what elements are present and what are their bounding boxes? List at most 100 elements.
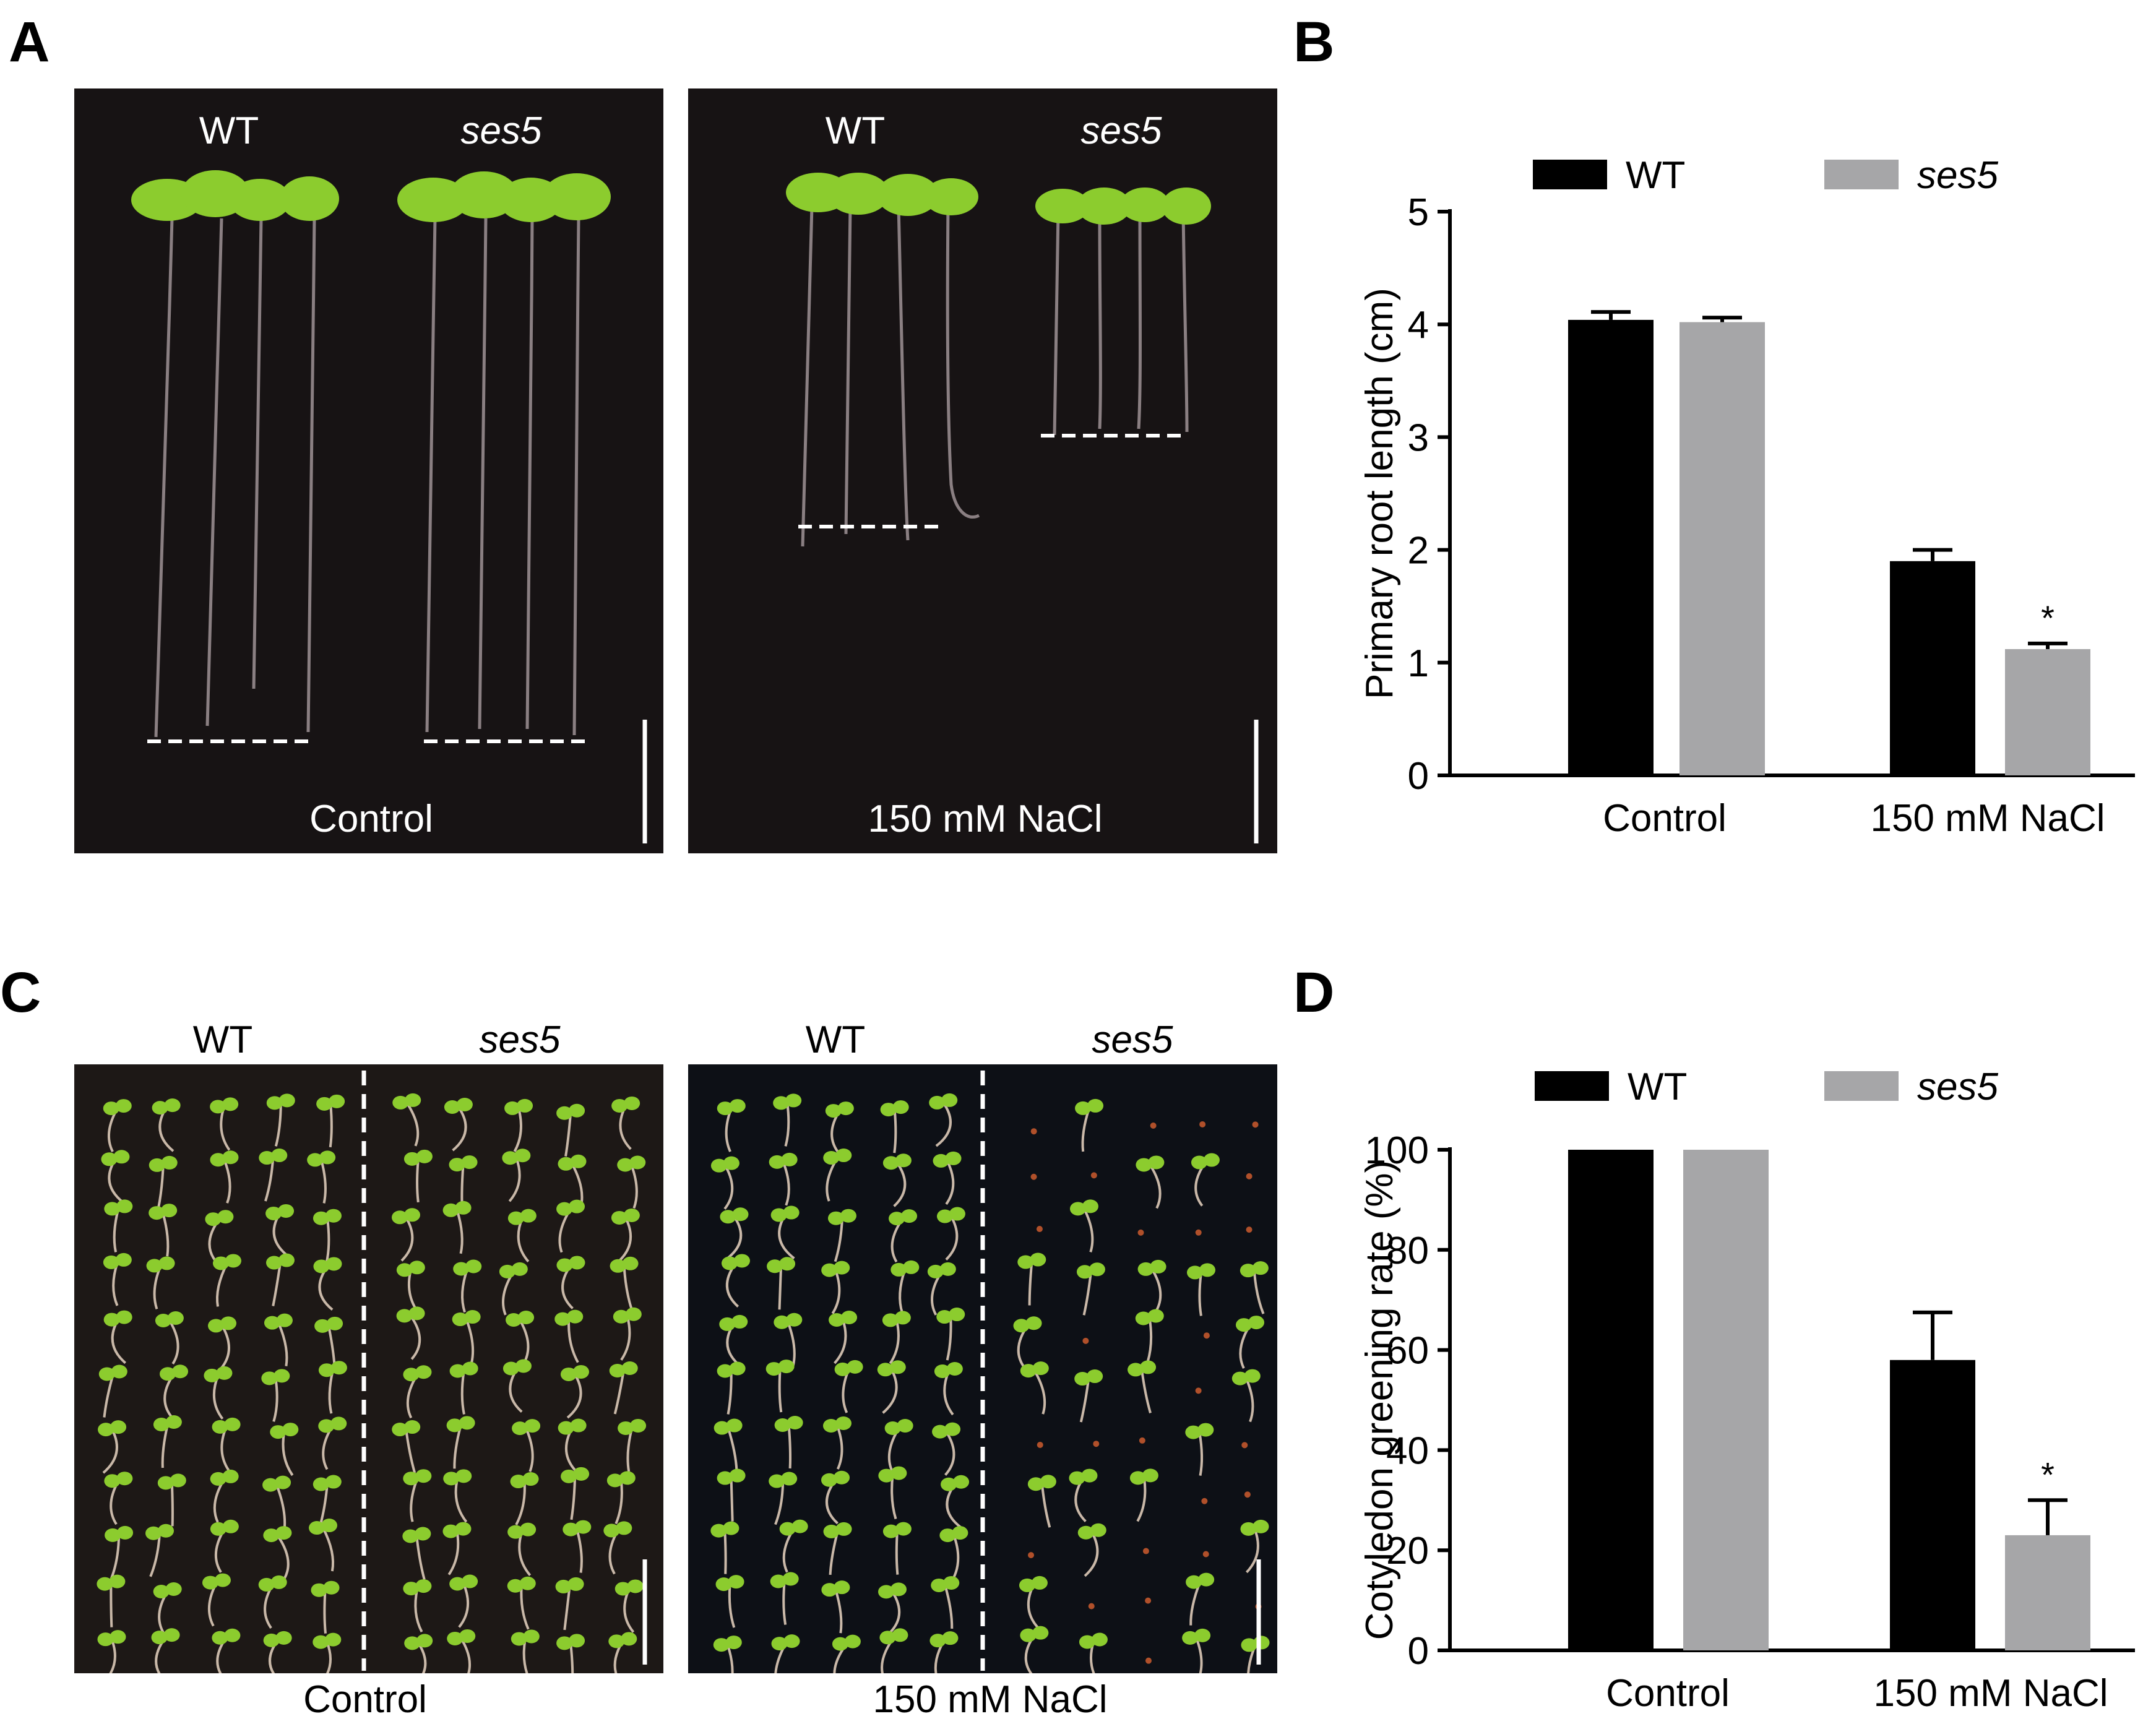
- seedling-cotyledon: [770, 1574, 787, 1588]
- seedling-cotyledon: [415, 1469, 432, 1483]
- seedling-cotyledon: [157, 1476, 174, 1490]
- seedling-cotyledon: [1069, 1202, 1086, 1216]
- seedling-cotyledon: [560, 1367, 577, 1381]
- seedling-cotyledon: [837, 1101, 854, 1116]
- seedling-root: [935, 1101, 952, 1147]
- seedling-cotyledon: [263, 1528, 280, 1543]
- seedling-cotyledon: [404, 1420, 421, 1434]
- seedling-cotyledon: [786, 1312, 803, 1327]
- seedling-cotyledon: [933, 1153, 949, 1168]
- significance-annotation: *: [2041, 598, 2055, 637]
- seedling-root: [109, 1639, 116, 1673]
- seedling-cotyledon: [204, 1368, 220, 1382]
- bar: [1680, 322, 1765, 775]
- seedling-cotyledon: [570, 1154, 587, 1168]
- seedling-root: [626, 1428, 634, 1472]
- seedling-root: [566, 1373, 582, 1419]
- seedling-cotyledon: [783, 1634, 800, 1649]
- seedling-root: [834, 1589, 843, 1634]
- seed-dot: [1199, 1121, 1206, 1127]
- seed-dot: [1082, 1337, 1089, 1344]
- seedling-cotyledon: [116, 1199, 133, 1213]
- seedling-cotyledon: [222, 1150, 239, 1165]
- seedling-cotyledon: [163, 1628, 180, 1642]
- seed-dot: [1246, 1173, 1253, 1179]
- genotype-label-wt: WT: [805, 1019, 866, 1061]
- seedling-root: [834, 1319, 847, 1364]
- seedling-root: [1028, 1262, 1033, 1306]
- seedling-cotyledon: [1075, 1101, 1092, 1115]
- seedling-cotyledon: [507, 1525, 524, 1539]
- y-tick-label: 3: [1408, 416, 1429, 459]
- seedling-root: [778, 1368, 783, 1413]
- y-tick-label: 5: [1408, 191, 1429, 234]
- seedling-cotyledon: [104, 1474, 121, 1488]
- seedling-root: [893, 1109, 897, 1153]
- y-axis-label: Cotyledon greening rate (%): [1358, 1160, 1401, 1640]
- seedling-cotyledon: [572, 1364, 589, 1379]
- seedling-cotyledon: [1032, 1361, 1049, 1376]
- seedling-root: [518, 1532, 532, 1576]
- seedling-root: [102, 1429, 118, 1474]
- seedling-root: [409, 1315, 421, 1360]
- seedling-root: [452, 1106, 467, 1152]
- seedling-cotyledon: [405, 1093, 421, 1107]
- seedling-cotyledon: [892, 1100, 909, 1114]
- seedling-cotyledon: [726, 1418, 743, 1433]
- seedling-root: [460, 1371, 465, 1415]
- seed-dot: [1145, 1657, 1152, 1664]
- seedling-cotyledon: [781, 1152, 798, 1166]
- seedling-cotyledon: [1087, 1098, 1104, 1113]
- legend-label: ses5: [1917, 154, 1998, 197]
- seedling-cotyledon: [1197, 1423, 1214, 1437]
- seedling-cotyledon: [507, 1211, 524, 1225]
- seedling-cotyledon: [1240, 1522, 1257, 1536]
- seedling-root: [1244, 1377, 1254, 1423]
- seedling-cotyledon: [725, 1636, 742, 1650]
- seedling-cotyledon: [936, 1209, 953, 1223]
- bar: [2005, 649, 2090, 775]
- seedling-cotyledon: [1087, 1369, 1103, 1384]
- seedling-cotyledon: [943, 1575, 960, 1590]
- seedling-cotyledon: [1241, 1638, 1257, 1652]
- seedling-cotyledon: [931, 1578, 947, 1592]
- photo-a-nacl: WT ses5 150 mM NaCl: [688, 88, 1277, 853]
- seedling-cotyledon: [715, 1577, 732, 1592]
- legend-swatch: [1533, 160, 1607, 189]
- seedling-cotyledon: [569, 1199, 585, 1213]
- seedling-cotyledon: [778, 1360, 795, 1374]
- seedling-root: [405, 1101, 420, 1147]
- seedling-cotyledon: [1150, 1259, 1166, 1274]
- seedling-cotyledon: [160, 1367, 176, 1381]
- seed-dot: [1142, 1548, 1149, 1554]
- seedling-cotyledon: [502, 1361, 519, 1376]
- seedling-root: [274, 1103, 282, 1147]
- y-axis-label: Primary root length (cm): [1358, 288, 1401, 699]
- seedling-root: [1033, 1370, 1046, 1415]
- seedling-root: [782, 1581, 787, 1625]
- seedling-cotyledon: [1137, 1262, 1154, 1276]
- seedling-cotyledon: [465, 1259, 482, 1274]
- seedling-cotyledon: [1090, 1523, 1106, 1537]
- seedling-cotyledon: [717, 1364, 733, 1378]
- seedling-root: [630, 1164, 638, 1209]
- seedling-root: [416, 1158, 420, 1203]
- seed-dot: [1145, 1597, 1152, 1604]
- seedling-cotyledon: [1186, 1575, 1202, 1589]
- seedling-cotyledon: [392, 1423, 408, 1437]
- seedling-cotyledon: [945, 1151, 962, 1165]
- seedling-root: [276, 1534, 290, 1580]
- seedling-root: [727, 1427, 738, 1472]
- seedling-cotyledon: [1253, 1636, 1270, 1650]
- seedling-cotyledon: [443, 1472, 460, 1486]
- seedling-root: [454, 1478, 468, 1523]
- seedling-root: [517, 1217, 530, 1262]
- seedling-cotyledon: [408, 1306, 425, 1321]
- seedling-cotyledon: [834, 1261, 850, 1275]
- seedling-root: [329, 1103, 333, 1148]
- panel-letter-a: A: [9, 11, 50, 74]
- seedling-cotyledon: [877, 1363, 894, 1377]
- seedling-cotyledon: [314, 1319, 331, 1333]
- seedling-cotyledon: [884, 1421, 901, 1435]
- seedling-cotyledon: [710, 1158, 727, 1173]
